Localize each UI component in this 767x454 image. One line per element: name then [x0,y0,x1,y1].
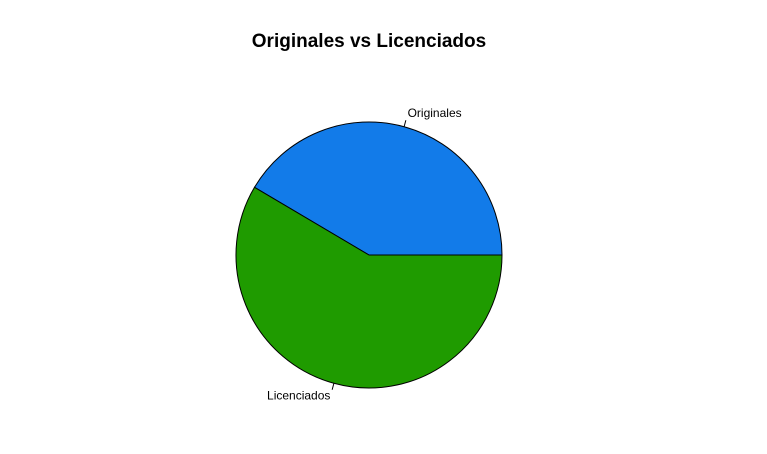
pie-slices [235,121,503,389]
leader-line-originales [403,120,407,127]
pie-label-licenciados: Licenciados [267,388,330,402]
leader-line-licenciados [331,383,335,390]
pie-slice-originales [253,121,503,256]
pie-slice-licenciados [235,186,503,389]
pie-labels: Originales Licenciados [267,106,462,402]
pie-label-originales: Originales [408,106,462,120]
chart-title: Originales vs Licenciados [252,31,486,52]
